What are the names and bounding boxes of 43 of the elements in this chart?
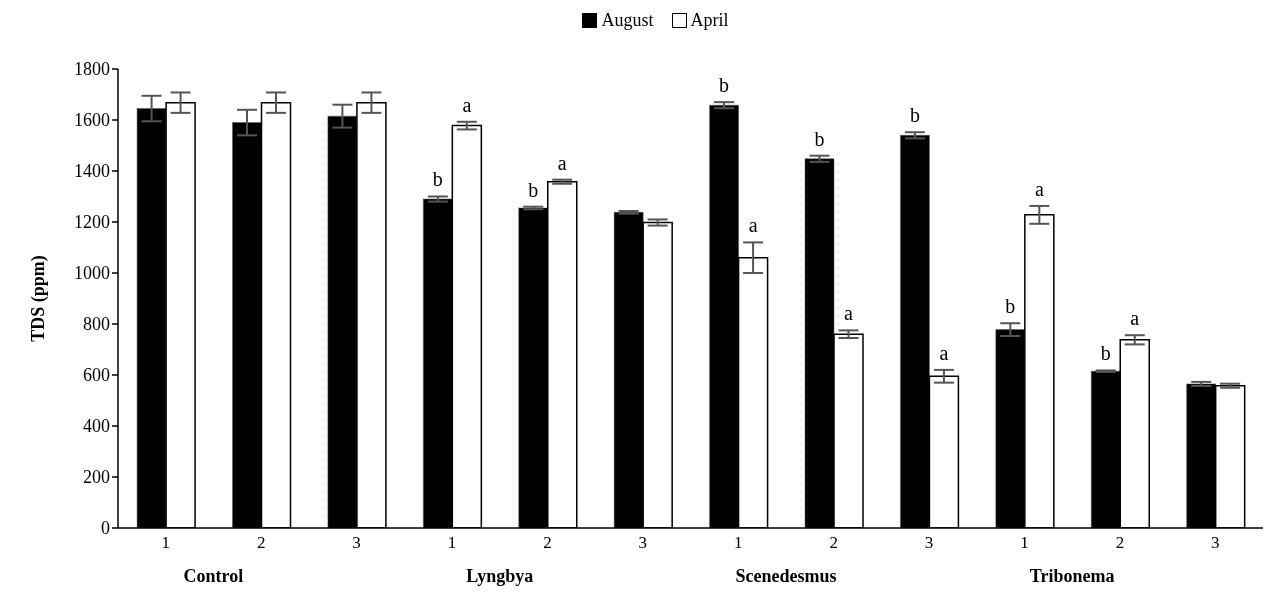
data-label: a [1130,307,1140,330]
text: Tribonema [1029,566,1115,587]
data-label: b [432,168,443,191]
data-label: b [719,74,730,97]
data-label: b [528,178,539,201]
data-label: b [1005,294,1016,317]
data-label: b [814,127,825,150]
data-label: a [557,151,567,174]
x-tick-label: 3 [638,533,648,553]
y-tick-label: 600 [83,365,110,386]
data-label: a [939,341,949,364]
y-tick-label: 1000 [74,263,110,284]
x-tick-label: 3 [352,533,361,553]
text: Lyngbya [466,566,534,587]
x-tick-label: 2 [1115,533,1125,553]
x-tick-label: 3 [924,533,934,553]
data-label: a [1034,177,1044,200]
y-tick-label: 400 [83,416,110,437]
data-label: a [844,302,854,325]
legend-label: August [600,10,654,31]
x-tick-label: 2 [256,533,266,553]
y-axis-title: TDS (ppm) [28,255,50,342]
text: Scenedesmus [735,566,837,587]
data-label: a [462,93,472,116]
x-tick-label: 1 [161,533,170,553]
x-tick-label: 1 [733,533,743,553]
data-label: b [1100,342,1111,365]
y-tick-label: 200 [83,467,110,488]
y-tick-label: 1800 [74,59,110,80]
y-tick-label: 1400 [74,161,110,182]
x-tick-label: 2 [543,533,552,553]
x-tick-label: 1 [447,533,457,553]
x-tick-label: 1 [1020,533,1029,553]
y-tick-label: 800 [83,314,110,335]
x-tick-label: 2 [829,533,838,553]
text: Control [183,566,244,587]
legend-label: April [689,10,729,31]
data-label: b [909,104,920,127]
data-label: a [748,213,758,236]
y-tick-label: 0 [101,518,110,539]
x-tick-label: 3 [1211,533,1220,553]
y-tick-label: 1200 [74,212,110,233]
y-tick-label: 1600 [74,110,110,131]
